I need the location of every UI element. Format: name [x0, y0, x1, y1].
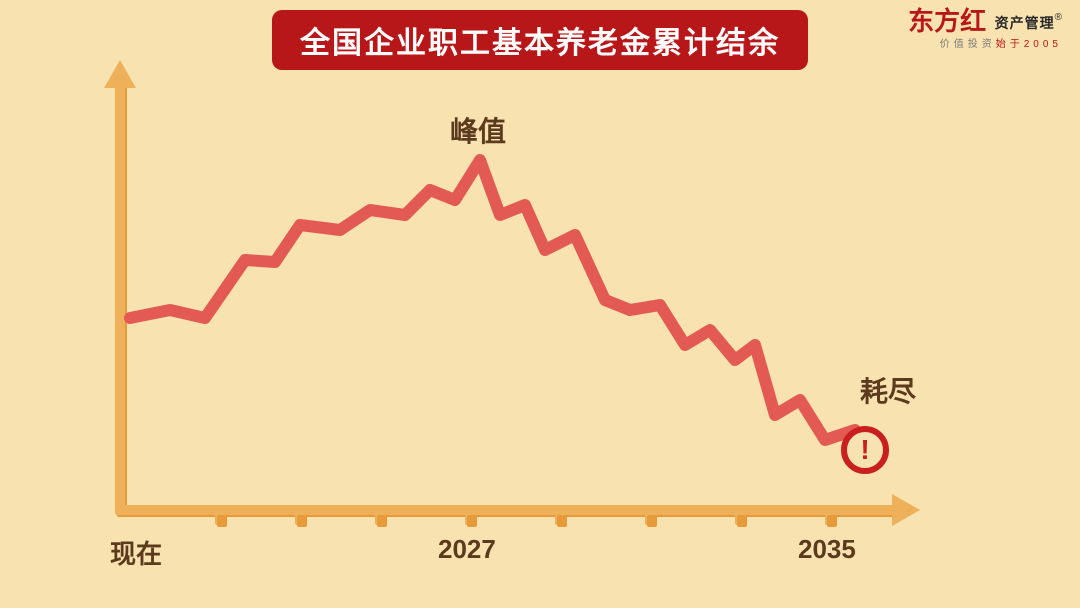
callout-end: 耗尽 [860, 370, 916, 410]
infographic-canvas: 全国企业职工基本养老金累计结余 东方红 资产管理® 价值投资始于2005 峰值 … [0, 0, 1080, 608]
x-label-2035: 2035 [798, 534, 856, 565]
callout-peak: 峰值 [450, 110, 506, 150]
x-label-2027: 2027 [438, 534, 496, 565]
callout-end-text: 耗尽 [860, 376, 916, 407]
alert-mark: ! [860, 436, 869, 464]
alert-icon: ! [841, 426, 889, 474]
x-label-start: 现在 [110, 534, 162, 571]
callout-peak-text: 峰值 [450, 116, 506, 147]
pension-line-chart [0, 0, 1080, 608]
